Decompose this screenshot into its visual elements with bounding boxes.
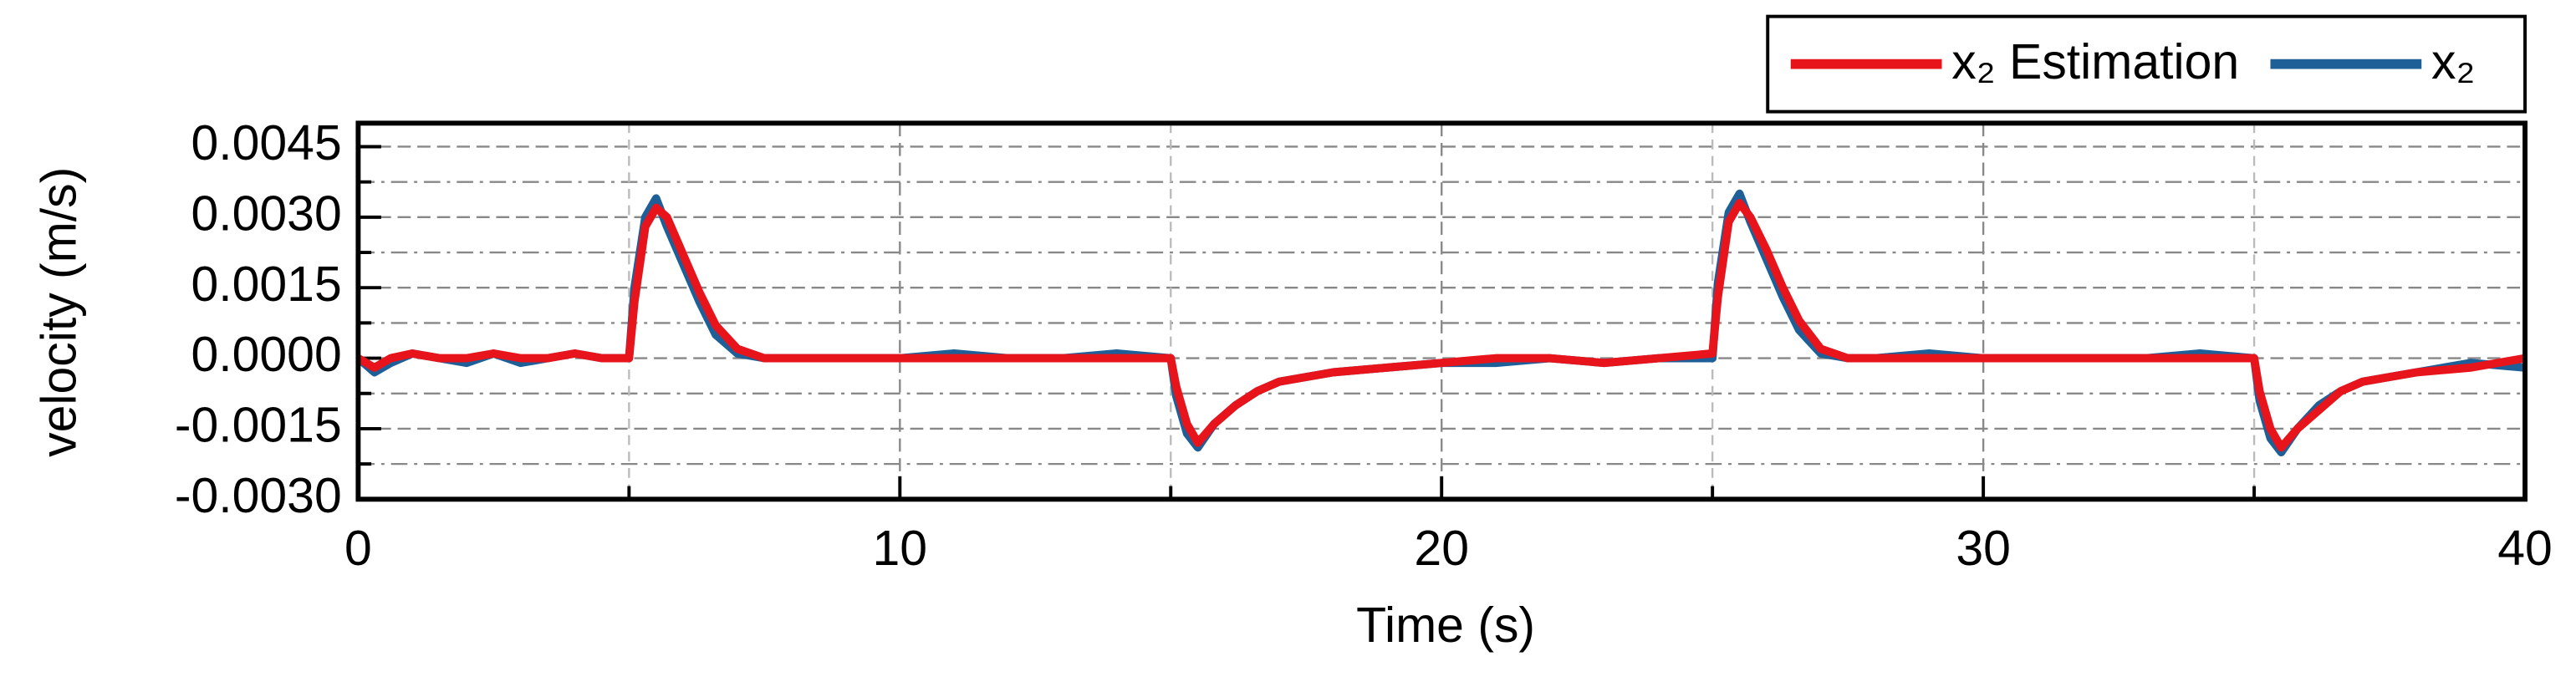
plot-frame xyxy=(355,120,2528,502)
y-tick-label: 0.0045 xyxy=(191,116,341,170)
x-tick-label: 40 xyxy=(2497,522,2553,576)
x-axis-label: Time (s) xyxy=(1356,598,1535,653)
x-tick-label: 20 xyxy=(1414,522,1469,576)
legend-label: x₂ Estimation xyxy=(1951,35,2239,89)
y-tick-label: 0.0015 xyxy=(191,257,341,312)
legend-label: x₂ xyxy=(2431,35,2475,89)
x-tick-label: 10 xyxy=(873,522,928,576)
y-axis-label: velocity (m/s) xyxy=(32,167,86,457)
y-tick-label: 0.0030 xyxy=(191,186,341,241)
x-tick-label: 0 xyxy=(344,522,372,576)
series-line xyxy=(355,199,2526,452)
y-tick-label: 0.0000 xyxy=(191,328,341,382)
y-tick-label: -0.0030 xyxy=(175,469,342,523)
x-tick-label: 30 xyxy=(1956,522,2011,576)
y-tick-label: -0.0015 xyxy=(175,399,342,453)
